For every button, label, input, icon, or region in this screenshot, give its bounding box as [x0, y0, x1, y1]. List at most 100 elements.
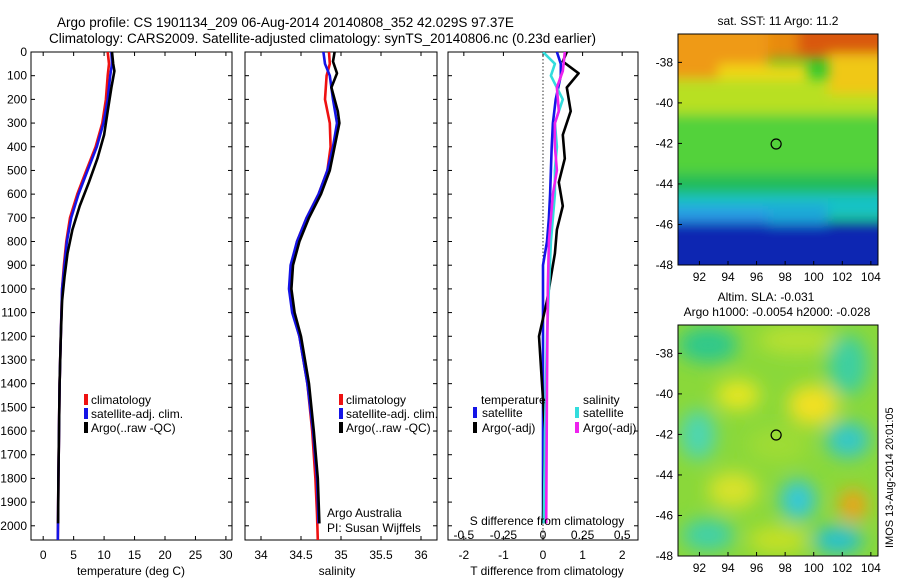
temp-xtick-label: 15 — [128, 548, 142, 562]
diff-label-s-satellite: satellite — [583, 406, 624, 420]
depth-tick-label: 900 — [7, 258, 27, 272]
depth-tick-label: 800 — [7, 235, 27, 249]
sal-legend-swatch-climatology — [339, 394, 343, 405]
depth-tick-label: 1000 — [0, 282, 27, 296]
sal-legend-label-climatology: climatology — [346, 393, 406, 407]
depth-tick-label: 200 — [7, 92, 27, 106]
depth-tick-label: 1100 — [1, 306, 27, 320]
diff-series-line — [544, 52, 567, 524]
depth-tick-label: 500 — [7, 163, 27, 177]
depth-axis-ticks: 0 100 200 300 400 500 600 700 800 900 1000 1100 1200… — [0, 45, 638, 533]
temperature-panel-frame — [30, 51, 233, 541]
sla-map-ytick-label: -48 — [656, 549, 674, 563]
temp-xtick-label: 5 — [70, 548, 77, 562]
sla-map-ytick-label: -44 — [656, 468, 674, 482]
diff-xtick-label: -2 — [458, 548, 469, 562]
sst-map-xtick-label: 94 — [721, 270, 735, 284]
sst-map-ytick-label: -42 — [656, 136, 674, 150]
diff-xtick-label: 2 — [619, 548, 626, 562]
sst-map-ytick-label: -48 — [656, 258, 674, 272]
diff-xtick2-label: 0.25 — [571, 528, 595, 542]
depth-tick-label: 100 — [7, 69, 27, 83]
temp-xtick-label: 25 — [189, 548, 203, 562]
temp-xtick-label: 30 — [219, 548, 233, 562]
sal-xtick-label: 36 — [414, 548, 428, 562]
diff-legend-salinity-header: salinity — [583, 393, 620, 407]
salinity-series — [287, 52, 341, 540]
depth-tick-label: 1800 — [0, 471, 27, 485]
sst-map-title: sat. SST: 11 Argo: 11.2 — [718, 14, 839, 28]
sst-map-xtick-label: 98 — [778, 270, 792, 284]
sla-map-ytick-label: -42 — [656, 427, 674, 441]
diff-xtick2-label: 0.5 — [614, 528, 631, 542]
sst-map-ytick-label: -40 — [656, 96, 674, 110]
sal-legend-swatch-argo — [339, 422, 343, 433]
depth-tick-label: 1500 — [0, 400, 27, 414]
difference-legend: temperature salinity satellite Argo(-adj… — [473, 393, 636, 435]
temperature-legend: climatology satellite-adj. clim. Argo(..… — [84, 393, 183, 435]
sst-map-ytick-label: -44 — [656, 177, 674, 191]
sla-map-xtick-label: 102 — [832, 561, 852, 575]
sla-map-ytick-label: -46 — [656, 508, 674, 522]
sla-map-xtick-label: 104 — [861, 561, 881, 575]
sla-map — [677, 324, 879, 557]
depth-tick-label: 700 — [7, 211, 27, 225]
temp-series-line — [56, 52, 116, 524]
sla-map-ytick-label: -38 — [656, 346, 674, 360]
legend-label-argo: Argo(..raw -QC) — [91, 421, 176, 435]
sla-map-title2: Argo h1000: -0.0054 h2000: -0.028 — [684, 305, 871, 319]
temperature-series — [56, 52, 116, 540]
temperature-axis-ticks: 0 5 10 15 20 25 30 — [40, 52, 233, 562]
sst-map-ytick-label: -46 — [656, 217, 674, 231]
sal-xtick-label: 34 — [254, 548, 268, 562]
sla-map-xtick-label: 92 — [693, 561, 707, 575]
legend-label-climatology: climatology — [91, 393, 151, 407]
sst-marker-icon — [770, 138, 782, 150]
temp-xtick-label: 20 — [158, 548, 172, 562]
depth-tick-label: 0 — [20, 45, 27, 59]
difference-series — [537, 52, 580, 524]
sst-map-xtick-label: 102 — [832, 270, 852, 284]
depth-tick-label: 1600 — [0, 424, 27, 438]
depth-tick-label: 1700 — [0, 448, 27, 462]
diff-label-t-argo: Argo(-adj) — [482, 421, 535, 435]
diff-legend-temperature-header: temperature — [481, 393, 546, 407]
depth-tick-label: 1200 — [0, 329, 27, 343]
temp-xtick-label: 0 — [40, 548, 47, 562]
diff-xtick2-label: -0.5 — [453, 528, 474, 542]
sla-map-axis-ticks: 92 94 96 98 100 102 104 -38 -40 -42 -44 -46 -48 — [656, 346, 882, 575]
depth-tick-label: 300 — [7, 116, 27, 130]
diff-swatch-s-satellite — [575, 407, 579, 418]
sst-map-xtick-label: 96 — [750, 270, 764, 284]
sal-series-line — [290, 52, 341, 524]
temp-xtick-label: 10 — [97, 548, 111, 562]
credit-line2: PI: Susan Wijffels — [327, 521, 421, 535]
sla-map-title1: Altim. SLA: -0.031 — [718, 290, 815, 304]
timestamp-watermark: IMOS 13-Aug-2014 20:01:05 — [884, 407, 896, 548]
sal-legend-label-argo: Argo(..raw -QC) — [346, 421, 431, 435]
sst-map — [677, 33, 879, 266]
difference-xlabel: T difference from climatology — [470, 564, 624, 578]
sla-map-xtick-label: 100 — [804, 561, 824, 575]
diff-xtick-label: 1 — [579, 548, 586, 562]
difference-xlabel2: S difference from climatology — [470, 514, 625, 528]
sla-map-ytick-label: -40 — [656, 387, 674, 401]
sla-map-xtick-label: 98 — [778, 561, 792, 575]
diff-xtick-label: 0 — [540, 548, 547, 562]
sst-map-axis-ticks: 92 94 96 98 100 102 104 -38 -40 -42 -44 -46 -48 — [656, 55, 882, 284]
figure-title-line2: Climatology: CARS2009. Satellite-adjuste… — [49, 31, 596, 46]
diff-xtick2-label: -0.25 — [490, 528, 518, 542]
salinity-axis-ticks: 34 34.5 35 35.5 36 — [254, 52, 428, 562]
depth-tick-label: 1300 — [0, 353, 27, 367]
legend-swatch-satellite — [84, 408, 88, 419]
depth-tick-label: 600 — [7, 187, 27, 201]
sla-map-xtick-label: 94 — [721, 561, 735, 575]
sst-map-xtick-label: 92 — [693, 270, 707, 284]
depth-tick-label: 2000 — [0, 519, 27, 533]
diff-xtick-label: -1 — [498, 548, 509, 562]
legend-swatch-argo — [84, 422, 88, 433]
sal-xtick-label: 34.5 — [289, 548, 313, 562]
sal-legend-label-satellite: satellite-adj. clim. — [346, 407, 438, 421]
depth-tick-label: 1400 — [0, 377, 27, 391]
